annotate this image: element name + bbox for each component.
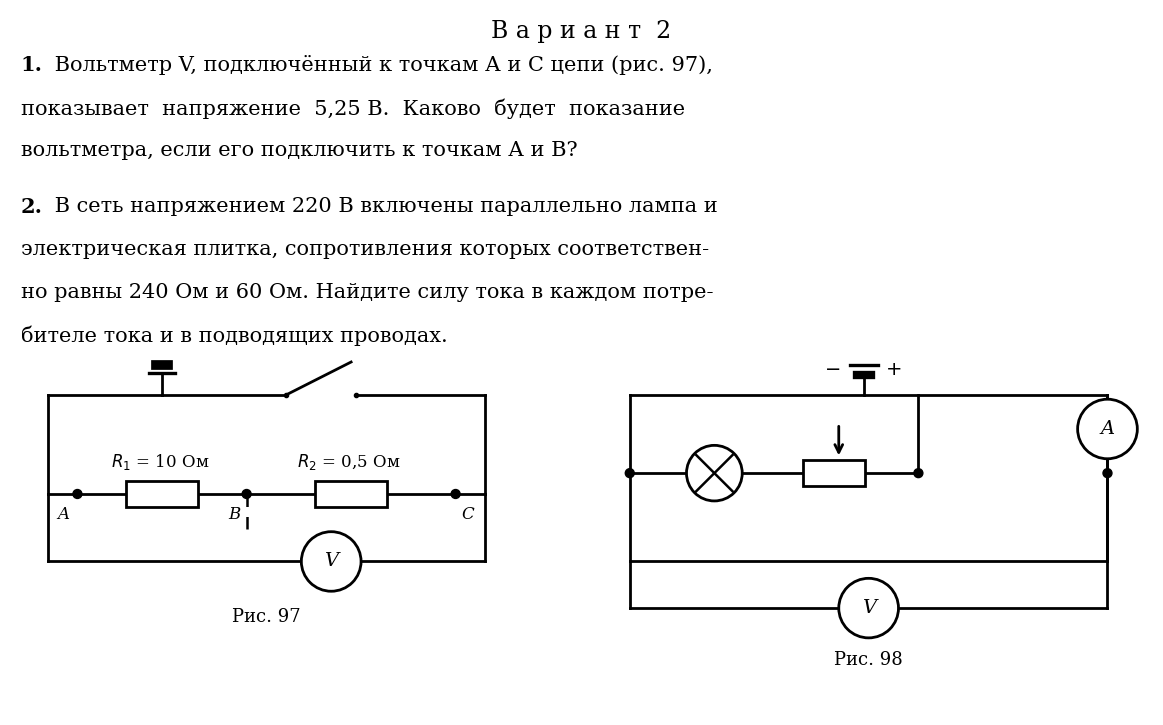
Text: $R_1$ = 10 Ом: $R_1$ = 10 Ом	[110, 452, 209, 472]
Text: 2.: 2.	[21, 197, 43, 218]
Text: Рис. 97: Рис. 97	[233, 608, 301, 626]
Circle shape	[914, 468, 923, 478]
Text: Вольтметр V, подключённый к точкам А и С цепи (рис. 97),: Вольтметр V, подключённый к точкам А и С…	[48, 55, 713, 75]
Text: $R_2$ = 0,5 Ом: $R_2$ = 0,5 Ом	[298, 452, 401, 472]
Circle shape	[1078, 399, 1137, 459]
Text: но равны 240 Ом и 60 Ом. Найдите силу тока в каждом потре-: но равны 240 Ом и 60 Ом. Найдите силу то…	[21, 283, 713, 302]
Text: В а р и а н т  2: В а р и а н т 2	[492, 20, 671, 43]
Circle shape	[1103, 468, 1112, 478]
Text: Рис. 98: Рис. 98	[834, 651, 902, 668]
Circle shape	[301, 531, 361, 591]
Circle shape	[73, 489, 81, 499]
Text: вольтметра, если его подключить к точкам А и В?: вольтметра, если его подключить к точкам…	[21, 141, 577, 160]
Text: В сеть напряжением 220 В включены параллельно лампа и: В сеть напряжением 220 В включены паралл…	[48, 197, 718, 216]
Text: бителе тока и в подводящих проводах.: бителе тока и в подводящих проводах.	[21, 326, 448, 346]
Circle shape	[686, 445, 742, 501]
Text: показывает  напряжение  5,25 В.  Каково  будет  показание: показывает напряжение 5,25 В. Каково буд…	[21, 98, 685, 119]
Text: электрическая плитка, сопротивления которых соответствен-: электрическая плитка, сопротивления кото…	[21, 240, 708, 259]
Text: V: V	[862, 599, 876, 617]
Text: V: V	[324, 552, 338, 571]
FancyBboxPatch shape	[802, 460, 864, 486]
FancyBboxPatch shape	[126, 481, 198, 507]
Text: A: A	[1100, 420, 1114, 438]
Text: 1.: 1.	[21, 55, 43, 75]
Circle shape	[451, 489, 461, 499]
Text: C: C	[462, 506, 475, 523]
Circle shape	[839, 579, 899, 638]
Text: A: A	[57, 506, 70, 523]
Circle shape	[626, 468, 634, 478]
Circle shape	[242, 489, 251, 499]
FancyBboxPatch shape	[315, 481, 387, 507]
Text: −: −	[826, 360, 842, 379]
Text: B: B	[228, 506, 241, 523]
Text: +: +	[885, 360, 902, 379]
